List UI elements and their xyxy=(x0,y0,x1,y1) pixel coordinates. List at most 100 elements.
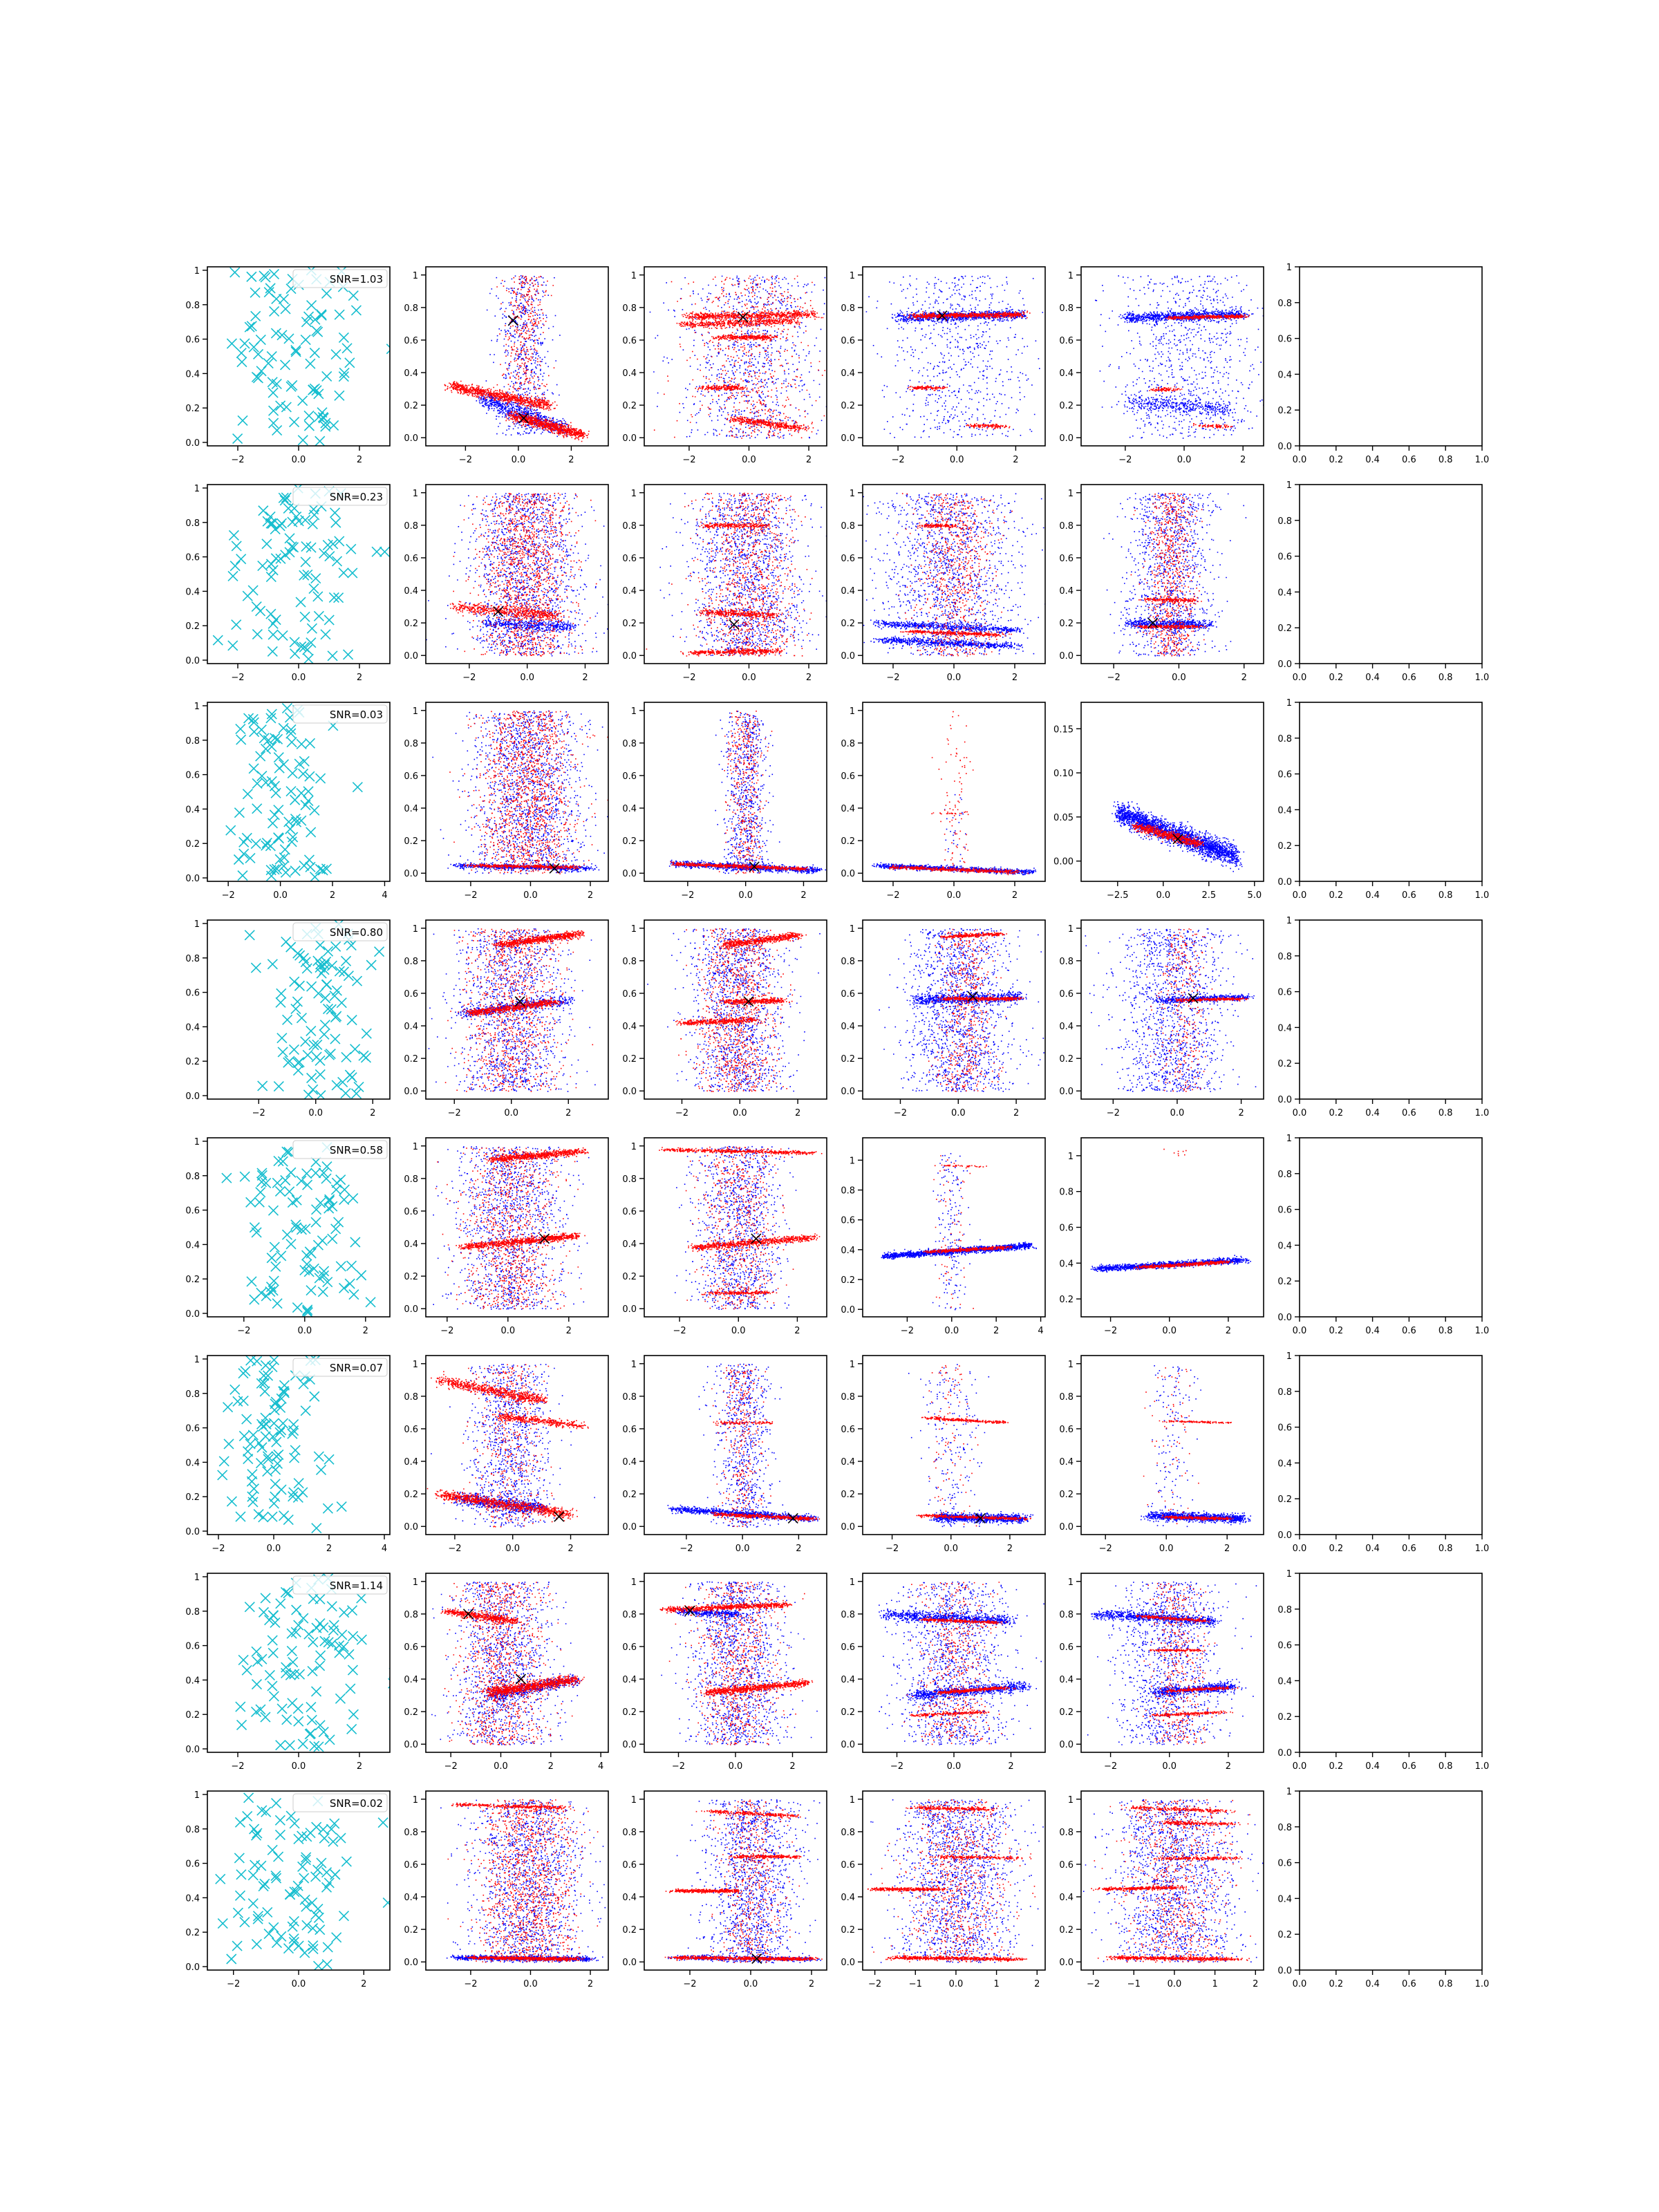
sample-marker xyxy=(267,518,278,529)
y-tick-label: 0.8 xyxy=(622,1392,637,1403)
y-tick-label: 0.6 xyxy=(841,771,855,782)
sample-marker xyxy=(338,1282,350,1294)
y-tick-label: 0.8 xyxy=(1059,1610,1074,1620)
sample-marker xyxy=(254,1438,265,1449)
y-tick-label: 0.0 xyxy=(841,1958,855,1968)
subplot-r6-c6: 0.0 0.2 0.4 0.6 0.8 1.0 0.0 0.2 0.4 0.6 0.8 1 xyxy=(1277,1351,1489,1554)
y-tick-label: 0.2 xyxy=(841,1925,855,1936)
y-tick-label: 0.2 xyxy=(1277,841,1292,852)
red-point-cloud xyxy=(916,1365,1031,1527)
sample-marker xyxy=(268,418,279,429)
sample-marker xyxy=(286,737,297,748)
y-tick-label: 0.0 xyxy=(622,1304,637,1315)
sample-marker xyxy=(212,635,223,646)
sample-marker xyxy=(324,1734,335,1745)
x-tick-label: 0.0 xyxy=(742,673,756,683)
y-tick-label: 0.0 xyxy=(1059,433,1074,444)
sample-marker xyxy=(339,1607,350,1618)
y-tick-label: 0.6 xyxy=(1059,1860,1074,1871)
sample-marker xyxy=(309,805,320,816)
sample-marker xyxy=(330,1184,341,1195)
y-tick-label: 0.8 xyxy=(185,736,200,747)
plot-area xyxy=(865,275,1045,438)
sample-marker xyxy=(252,348,264,360)
sample-marker xyxy=(313,610,324,621)
sample-marker xyxy=(257,1080,268,1091)
sample-marker xyxy=(344,357,355,368)
axes-frame xyxy=(425,266,609,447)
subplot-r4-c4: −2 0.0 2 0.0 0.2 0.4 0.6 0.8 1 xyxy=(841,919,1046,1118)
axes-frame xyxy=(425,702,609,882)
sample-marker xyxy=(334,966,345,977)
x-tick-label: 0.6 xyxy=(1402,1761,1416,1772)
sample-marker xyxy=(268,1205,279,1216)
sample-marker xyxy=(259,270,270,281)
y-tick-label: 1 xyxy=(1068,1577,1074,1588)
sample-marker xyxy=(283,1147,294,1158)
sample-marker xyxy=(250,310,261,321)
center-marker xyxy=(751,1233,762,1244)
sample-marker xyxy=(281,702,292,714)
x-tick-label: −2 xyxy=(1099,1544,1112,1554)
y-tick-label: 0.4 xyxy=(841,1675,855,1685)
blue-point-cloud xyxy=(1085,928,1257,1092)
sample-marker xyxy=(308,1943,319,1955)
y-tick-label: 0.6 xyxy=(1277,1206,1292,1216)
axes-frame xyxy=(1299,919,1483,1100)
x-tick-label: 0.0 xyxy=(523,1979,538,1989)
plot-area xyxy=(432,710,608,874)
x-tick-label: 0.0 xyxy=(505,1544,520,1554)
x-tick-label: −2 xyxy=(901,1326,914,1336)
sample-marker xyxy=(258,1881,269,1892)
center-marker xyxy=(751,1953,762,1965)
x-tick-label: 2 xyxy=(794,1326,800,1336)
sample-marker xyxy=(324,615,335,626)
sample-marker xyxy=(234,1890,246,1901)
sample-marker xyxy=(241,1665,252,1676)
sample-marker xyxy=(242,1446,254,1457)
center-marker xyxy=(787,1512,798,1524)
subplot-r8-c5: −2 −1 0.0 1 2 0.0 0.2 0.4 0.6 0.8 1 xyxy=(1059,1790,1264,1989)
sample-marker xyxy=(302,569,313,580)
y-tick-label: 0.4 xyxy=(185,1240,200,1250)
x-tick-label: 1 xyxy=(1212,1979,1217,1989)
sample-marker xyxy=(277,1047,288,1058)
y-tick-label: 0.2 xyxy=(622,1054,637,1065)
sample-marker xyxy=(307,1922,319,1934)
sample-marker xyxy=(265,841,276,852)
sample-marker xyxy=(377,1817,388,1828)
sample-marker xyxy=(252,1656,263,1667)
sample-marker xyxy=(271,863,283,874)
sample-marker xyxy=(303,311,315,322)
sample-marker xyxy=(291,512,302,523)
sample-marker xyxy=(270,787,281,798)
sample-marker xyxy=(256,1168,268,1179)
y-tick-label: 0.4 xyxy=(404,1675,418,1685)
y-tick-label: 1 xyxy=(413,271,418,281)
x-tick-label: −2 xyxy=(885,1544,899,1554)
y-tick-label: 0.0 xyxy=(841,433,855,444)
subplot-r5-c5: −2 0.0 2 0.2 0.4 0.6 0.8 1 xyxy=(1059,1137,1264,1336)
y-tick-label: 0.8 xyxy=(622,303,637,314)
y-tick-label: 0.8 xyxy=(185,954,200,964)
sample-marker xyxy=(288,1933,299,1944)
sample-marker xyxy=(276,518,288,529)
sample-marker xyxy=(319,1266,330,1277)
center-marker xyxy=(514,996,525,1007)
sample-marker xyxy=(292,1302,303,1313)
y-tick-label: 0.6 xyxy=(1277,770,1292,780)
sample-marker xyxy=(344,1649,355,1660)
sample-marker xyxy=(303,653,314,664)
sample-marker xyxy=(348,1289,359,1300)
y-tick-label: 0.2 xyxy=(404,1490,418,1500)
center-marker xyxy=(518,413,529,424)
sample-marker xyxy=(274,1427,285,1438)
sample-marker xyxy=(313,1451,324,1462)
sample-marker xyxy=(312,1864,324,1875)
sample-marker xyxy=(300,556,311,568)
x-tick-label: 0.0 xyxy=(1293,673,1307,683)
x-tick-label: 0.0 xyxy=(1293,890,1307,901)
y-tick-label: 0.6 xyxy=(404,1425,418,1435)
sample-marker xyxy=(261,1418,272,1430)
axes-frame xyxy=(1080,266,1264,447)
